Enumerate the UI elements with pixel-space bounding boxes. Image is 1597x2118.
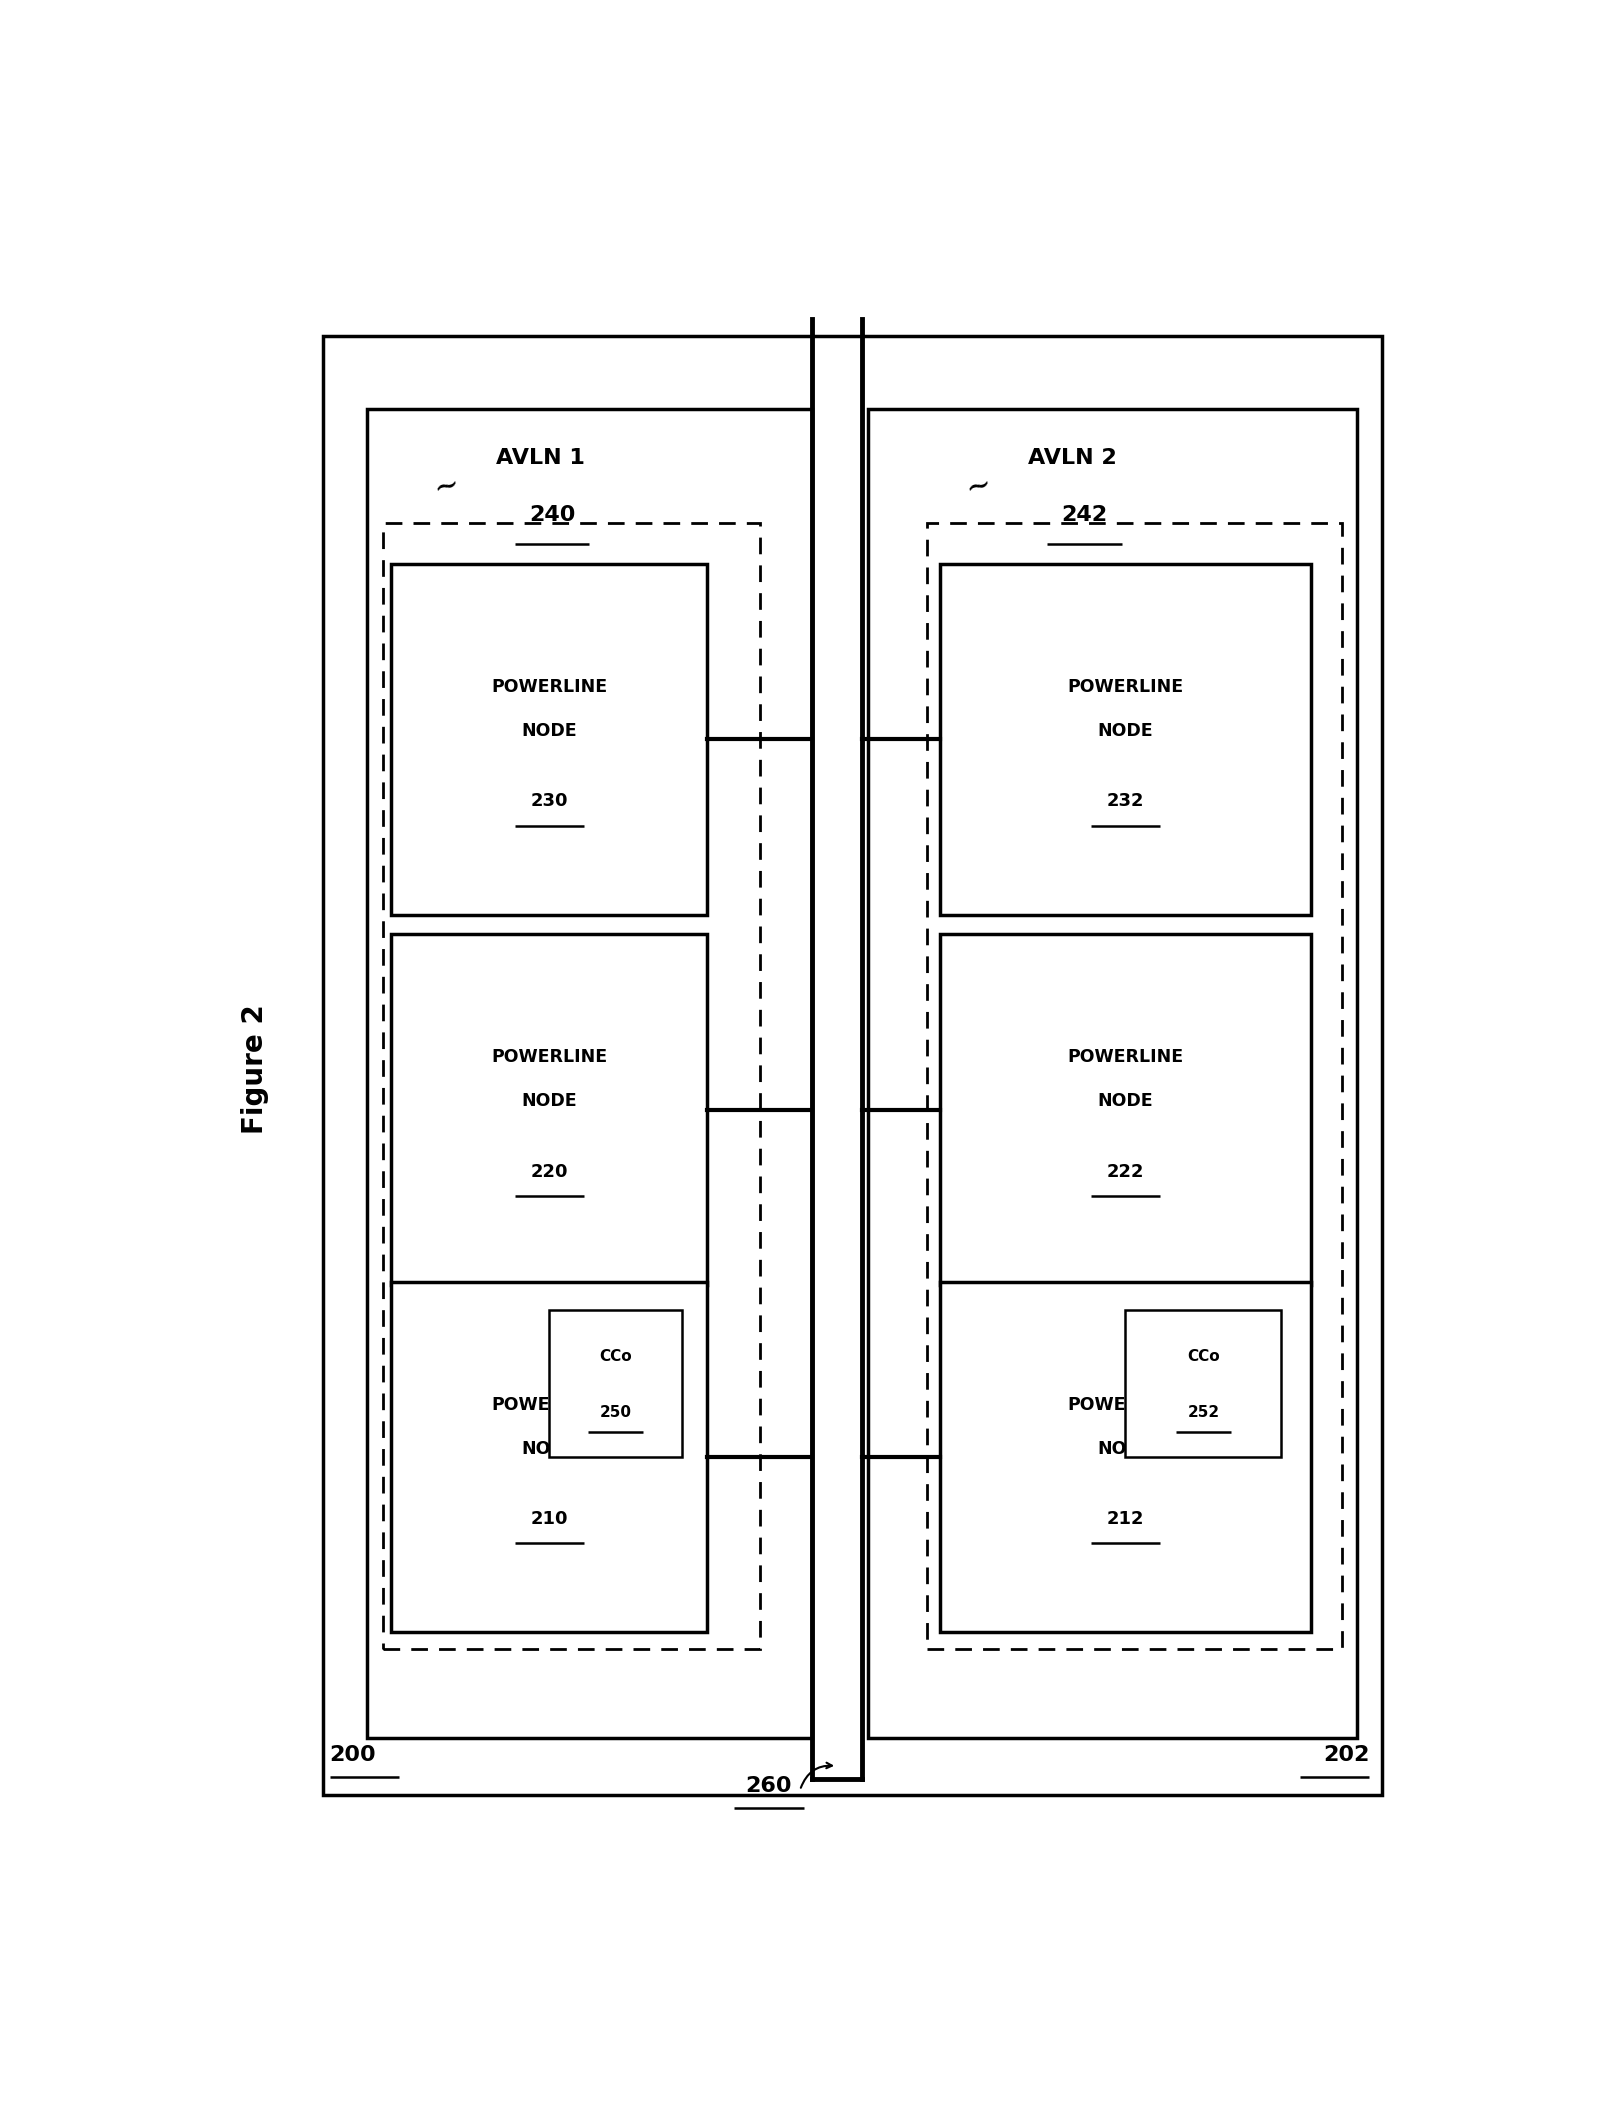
Text: CCo: CCo [1187,1349,1220,1364]
Text: CCo: CCo [599,1349,632,1364]
Text: POWERLINE: POWERLINE [1067,1396,1183,1413]
Bar [1126,1309,1281,1457]
Text: POWERLINE: POWERLINE [492,1396,607,1413]
Text: POWERLINE: POWERLINE [492,678,607,697]
Bar [939,1281,1311,1633]
Text: NODE: NODE [1097,1440,1153,1457]
Bar [367,409,813,1739]
Text: POWERLINE: POWERLINE [1067,678,1183,697]
Text: NODE: NODE [1097,722,1153,739]
Text: 220: 220 [530,1163,569,1180]
Text: NODE: NODE [522,722,577,739]
Bar [391,563,707,915]
Text: Figure 2: Figure 2 [241,1004,270,1135]
Text: 250: 250 [599,1404,631,1421]
Text: AVLN 2: AVLN 2 [1028,449,1116,468]
Text: POWERLINE: POWERLINE [492,1048,607,1065]
Text: 200: 200 [329,1745,377,1764]
Bar [939,934,1311,1286]
Text: 242: 242 [1062,504,1108,525]
Bar [928,523,1341,1648]
Text: 210: 210 [530,1510,569,1527]
Bar [869,409,1357,1739]
Text: 212: 212 [1107,1510,1143,1527]
Text: 240: 240 [529,504,575,525]
Text: 252: 252 [1187,1404,1220,1421]
Text: NODE: NODE [522,1440,577,1457]
Text: AVLN 1: AVLN 1 [495,449,585,468]
Text: NODE: NODE [522,1093,577,1110]
Bar [391,1281,707,1633]
Text: 222: 222 [1107,1163,1143,1180]
Text: 230: 230 [530,792,569,811]
Text: 202: 202 [1322,1745,1369,1764]
Text: ~: ~ [431,468,463,506]
Text: 260: 260 [746,1775,792,1796]
Text: 232: 232 [1107,792,1143,811]
Bar [391,934,707,1286]
Text: NODE: NODE [1097,1093,1153,1110]
Bar [549,1309,682,1457]
Text: ~: ~ [963,468,995,506]
Bar [939,563,1311,915]
Text: POWERLINE: POWERLINE [1067,1048,1183,1065]
Bar [323,335,1381,1796]
Bar [383,523,760,1648]
